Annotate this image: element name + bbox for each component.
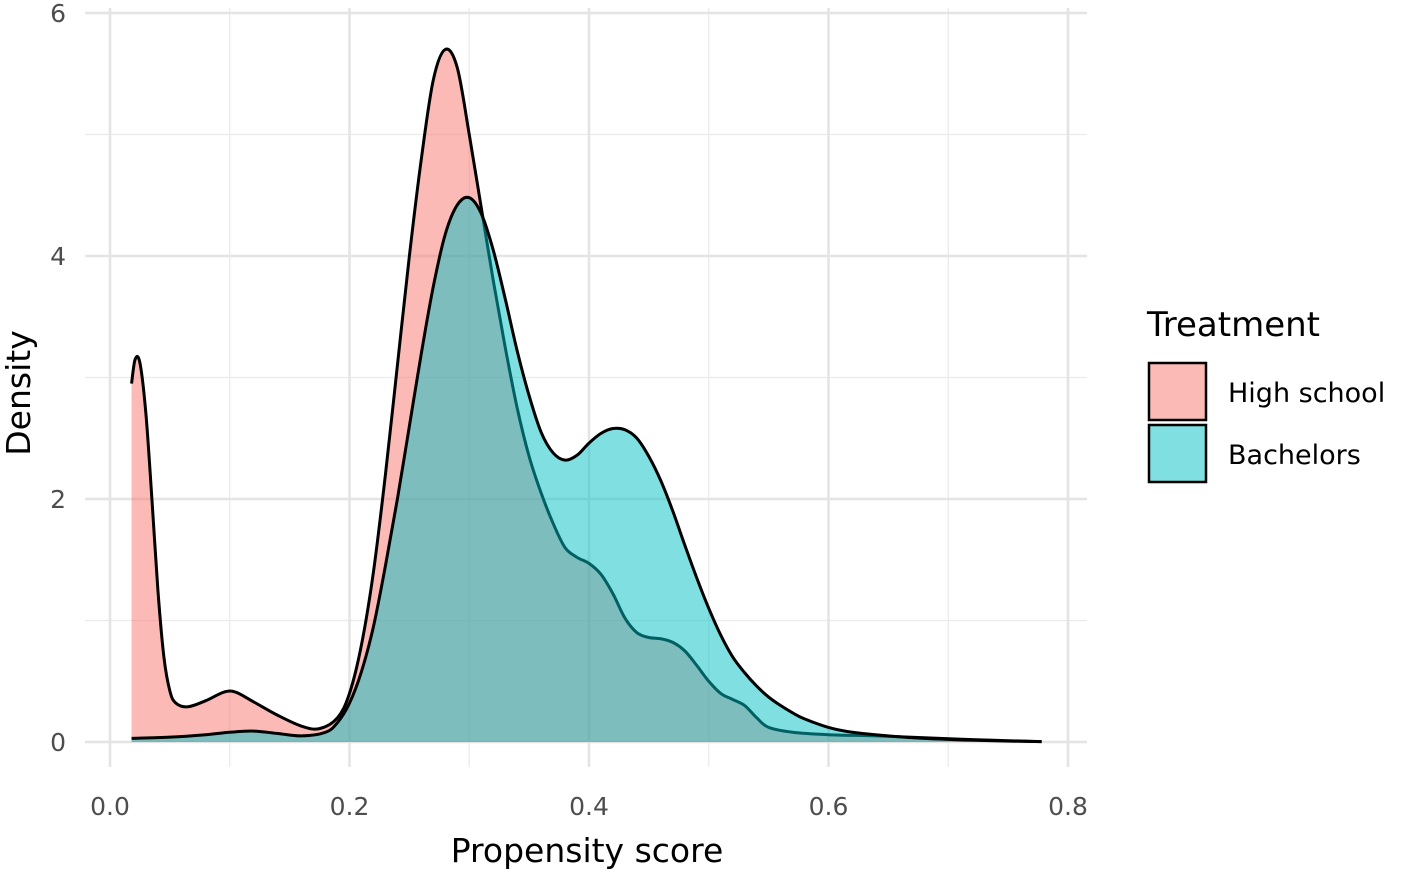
legend: Treatment High school Bachelors	[1146, 305, 1385, 484]
legend-key-high-school	[1147, 361, 1208, 422]
density-line-bachelors	[131, 195, 1042, 744]
legend-label-bachelors: Bachelors	[1228, 440, 1361, 471]
x-tick-label: 0.4	[569, 792, 609, 821]
legend-title: Treatment	[1146, 305, 1320, 345]
x-tick-label: 0.2	[330, 792, 370, 821]
density-area-bachelors	[131, 197, 1042, 742]
y-tick-label: 4	[50, 242, 66, 271]
x-tick-label: 0.0	[90, 792, 130, 821]
legend-key-bachelors	[1147, 423, 1208, 484]
y-tick-label: 2	[50, 485, 66, 514]
y-axis-tick-labels: 0 2 4 6	[50, 0, 66, 757]
x-axis-title: Propensity score	[451, 831, 724, 870]
y-tick-label: 6	[50, 0, 66, 28]
y-tick-label: 0	[50, 728, 66, 757]
x-tick-label: 0.8	[1048, 792, 1088, 821]
y-axis-title: Density	[0, 330, 38, 455]
legend-label-high-school: High school	[1228, 378, 1385, 409]
x-axis-tick-labels: 0.0 0.2 0.4 0.6 0.8	[90, 792, 1088, 821]
x-tick-label: 0.6	[809, 792, 849, 821]
density-areas	[130, 47, 1042, 744]
